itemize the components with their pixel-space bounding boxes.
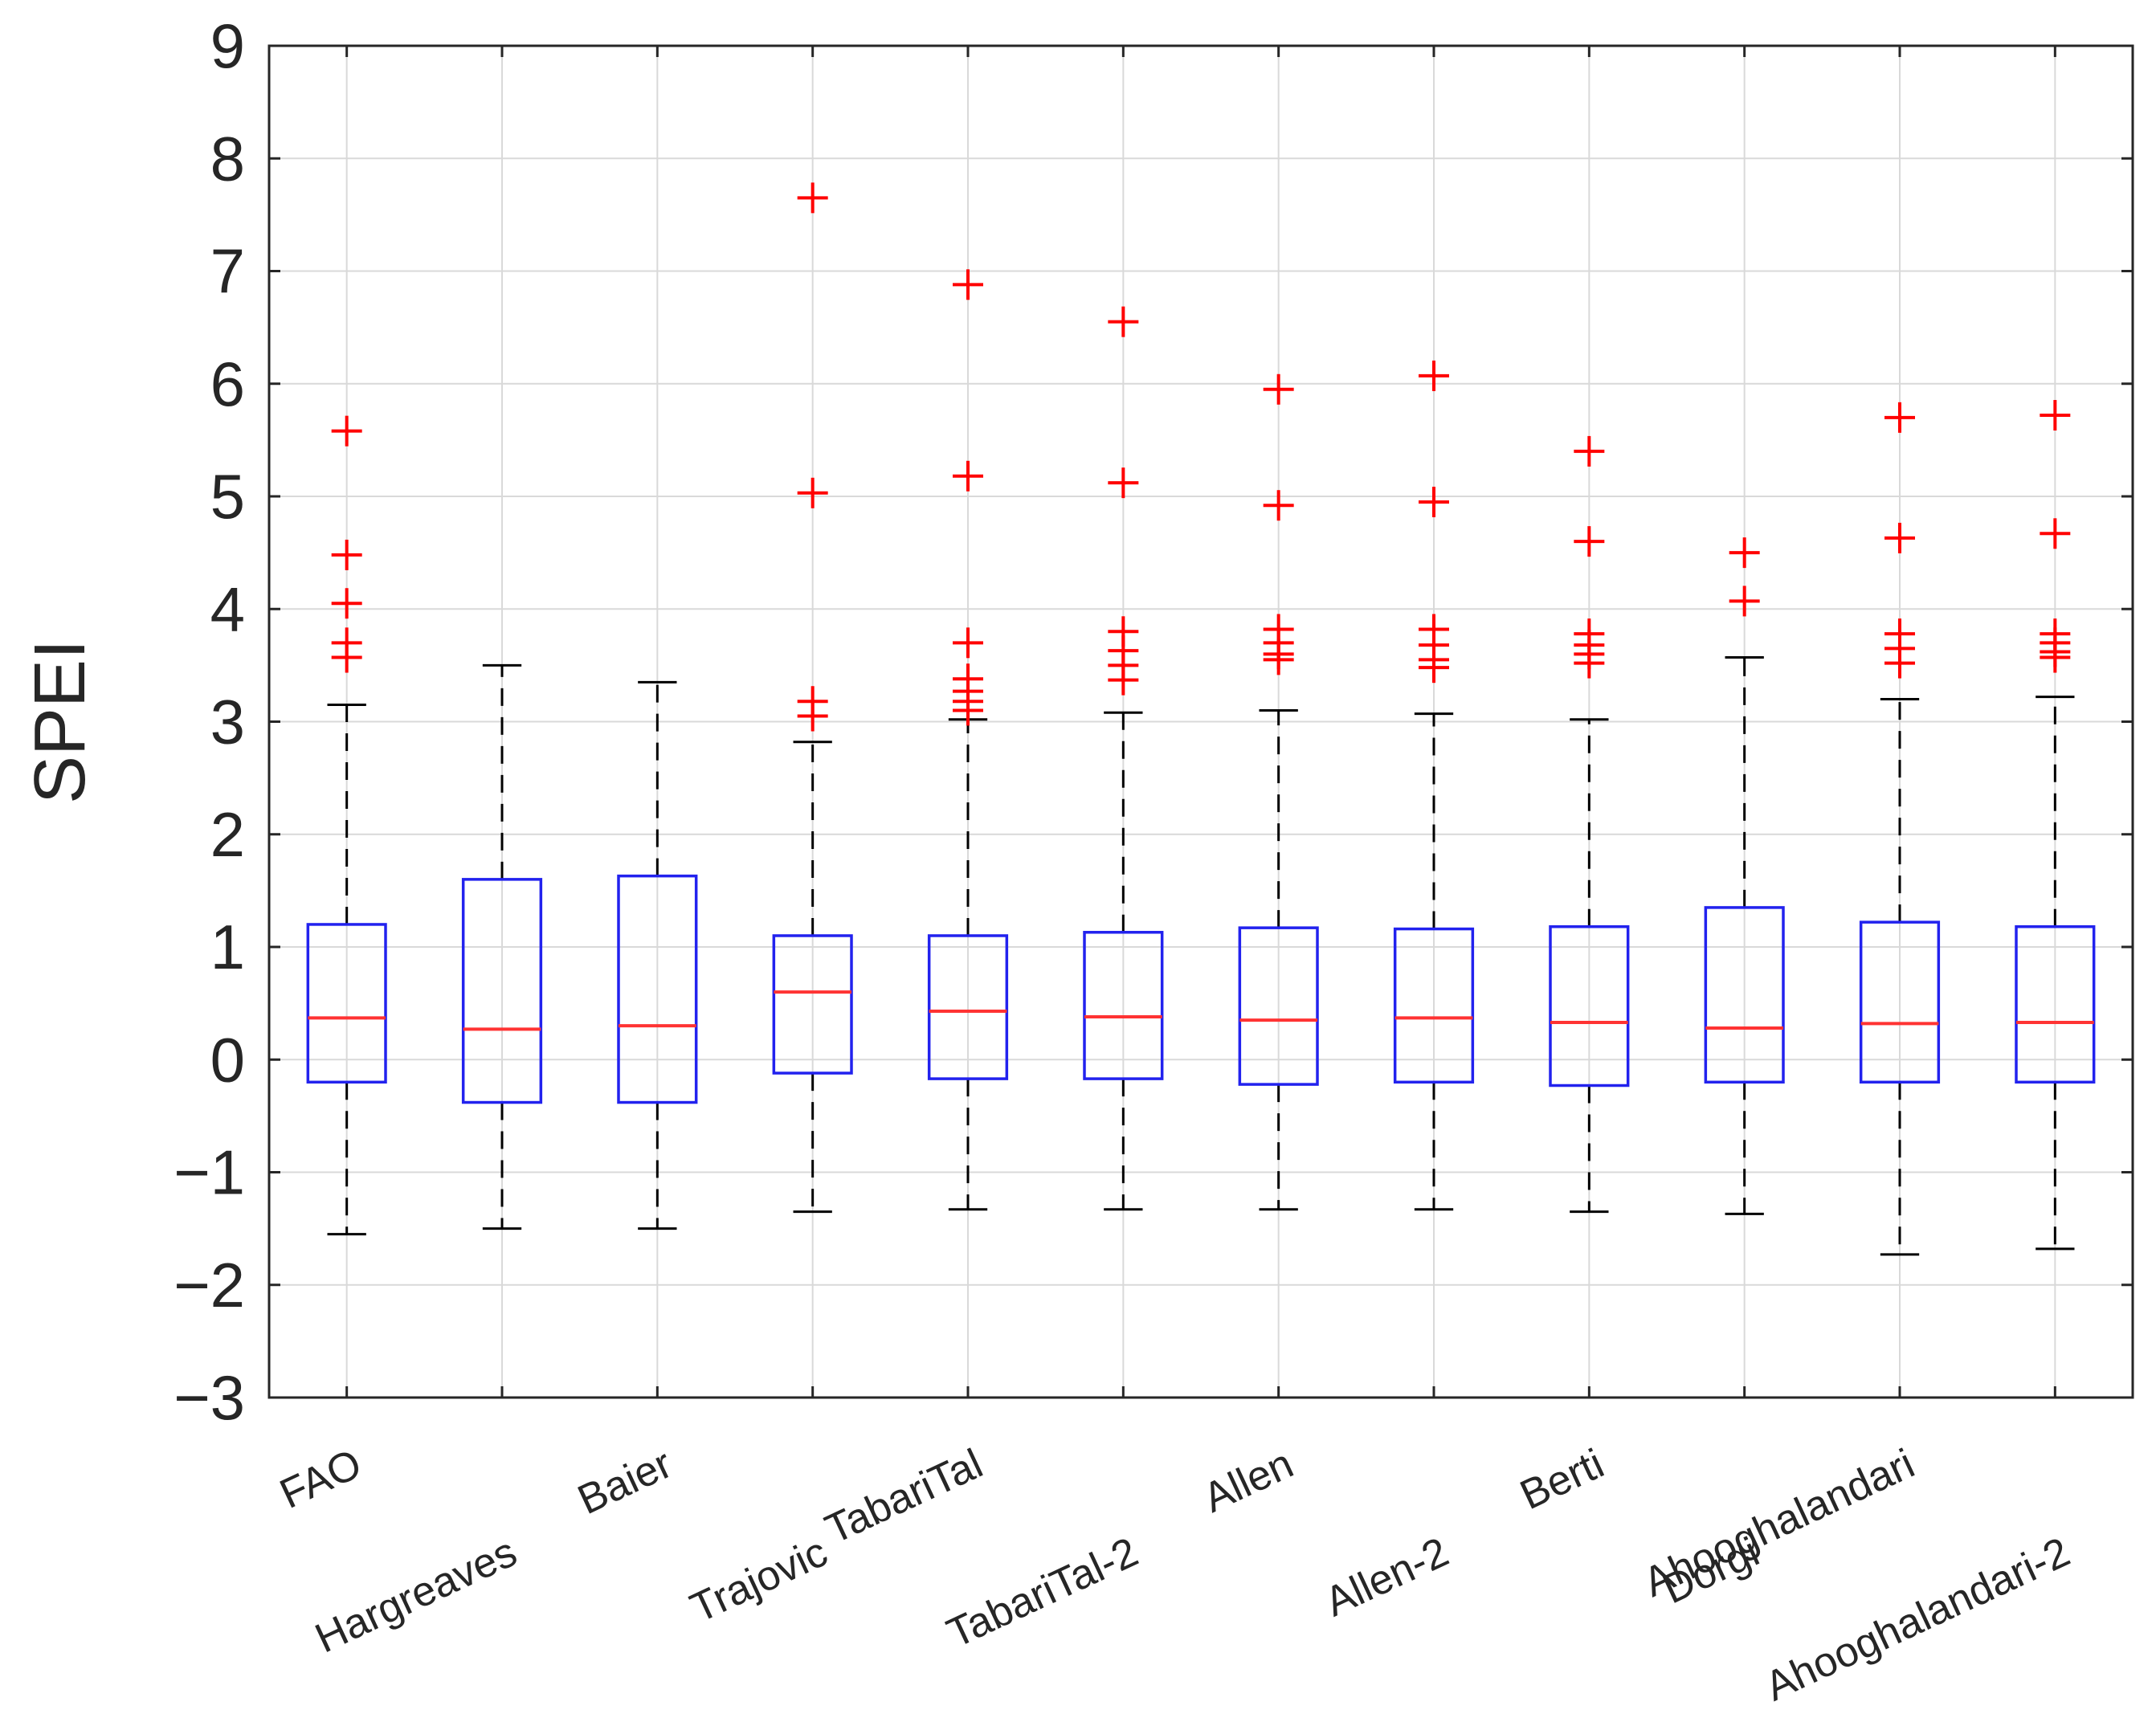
box-group xyxy=(927,269,1009,1211)
x-tick-label: Berti xyxy=(1513,1440,1611,1519)
x-tick-label: Trajovic xyxy=(684,1528,835,1632)
box-iqr xyxy=(1083,931,1164,1080)
box-iqr xyxy=(927,934,1009,1080)
box-group xyxy=(617,680,698,1230)
box-group xyxy=(306,415,387,1236)
y-tick-label: 1 xyxy=(210,912,245,982)
y-tick-label: 7 xyxy=(210,236,245,307)
y-axis-label: SPEI xyxy=(20,639,100,804)
y-tick-label: 9 xyxy=(210,10,245,81)
box-series xyxy=(306,182,2096,1256)
y-tick-label: 3 xyxy=(210,687,245,757)
outlier-marker xyxy=(1574,618,1605,650)
box-group xyxy=(1549,435,1630,1214)
outlier-marker xyxy=(2040,518,2071,549)
outlier-marker xyxy=(331,539,362,570)
box-iqr xyxy=(1704,906,1785,1084)
y-tick-label: 2 xyxy=(210,799,245,870)
y-tick-label: −1 xyxy=(174,1137,245,1208)
box-group xyxy=(461,663,543,1230)
x-tick-label: Allen-2 xyxy=(1318,1528,1456,1626)
box-group xyxy=(1704,537,1785,1215)
x-tick-label: Ahooghalandari xyxy=(1636,1440,1921,1606)
box-iqr xyxy=(1393,927,1475,1084)
outlier-marker xyxy=(953,460,983,492)
box-group xyxy=(772,182,853,1214)
outlier-marker xyxy=(1419,614,1449,645)
y-tick-label: 5 xyxy=(210,461,245,532)
outlier-marker xyxy=(1263,490,1294,521)
outlier-marker xyxy=(1108,306,1139,337)
outlier-marker xyxy=(331,588,362,619)
outlier-marker xyxy=(1729,586,1760,617)
box-iqr xyxy=(2015,925,2096,1084)
y-axis-ticks: −3 −2 −1 0 1 2 3 4 5 6 7 8 9 xyxy=(174,10,2133,1433)
outlier-marker xyxy=(953,627,983,659)
outlier-marker xyxy=(1263,614,1294,645)
box-group xyxy=(1859,402,1941,1256)
y-tick-label: 0 xyxy=(210,1024,245,1095)
x-tick-label: TabariTal xyxy=(819,1440,990,1553)
outlier-marker xyxy=(2040,400,2071,431)
box-iqr xyxy=(306,923,387,1084)
box-iqr xyxy=(1549,925,1630,1088)
outlier-marker xyxy=(331,415,362,447)
outlier-marker xyxy=(1884,618,1915,650)
y-tick-label: 4 xyxy=(210,573,245,644)
grid-lines xyxy=(269,45,2133,1398)
outlier-marker xyxy=(331,627,362,659)
outlier-marker xyxy=(1884,522,1915,553)
outlier-marker xyxy=(1419,487,1449,518)
x-tick-label: Ahooghalandari-2 xyxy=(1758,1528,2077,1710)
y-tick-label: 6 xyxy=(210,349,245,419)
box-iqr xyxy=(1238,926,1319,1086)
outlier-marker xyxy=(797,477,828,508)
box-group xyxy=(1238,373,1319,1211)
x-tick-label: FAO xyxy=(273,1440,369,1518)
outlier-marker xyxy=(953,663,983,695)
outlier-marker xyxy=(797,182,828,214)
y-tick-label: −3 xyxy=(174,1362,245,1433)
x-tick-label: TabariTal-2 xyxy=(940,1528,1145,1657)
outlier-marker xyxy=(1574,526,1605,557)
x-tick-label: Hargreaves xyxy=(308,1528,524,1662)
x-axis-ticks: FAO Hargreaves BaierTrajovicTabariTalTabar… xyxy=(273,46,2076,1710)
y-tick-label: 8 xyxy=(210,123,245,194)
box-iqr xyxy=(772,934,853,1075)
outlier-marker xyxy=(1108,616,1139,647)
outlier-marker xyxy=(1419,360,1449,391)
x-tick-label: Allen xyxy=(1196,1440,1300,1521)
outlier-marker xyxy=(2040,618,2071,650)
outlier-marker xyxy=(797,686,828,717)
outlier-marker xyxy=(1108,467,1139,499)
box-group xyxy=(1083,306,1164,1211)
outlier-marker xyxy=(1729,537,1760,569)
box-iqr xyxy=(461,878,543,1104)
box-group xyxy=(2015,400,2096,1251)
outlier-marker xyxy=(1574,435,1605,467)
outlier-marker xyxy=(953,269,983,300)
box-iqr xyxy=(1859,920,1941,1084)
x-tick-label: Baier xyxy=(571,1440,680,1524)
box-group xyxy=(1393,360,1475,1211)
outlier-marker xyxy=(1884,402,1915,433)
outlier-marker xyxy=(1263,373,1294,405)
box-iqr xyxy=(617,874,698,1104)
y-tick-label: −2 xyxy=(174,1250,245,1320)
